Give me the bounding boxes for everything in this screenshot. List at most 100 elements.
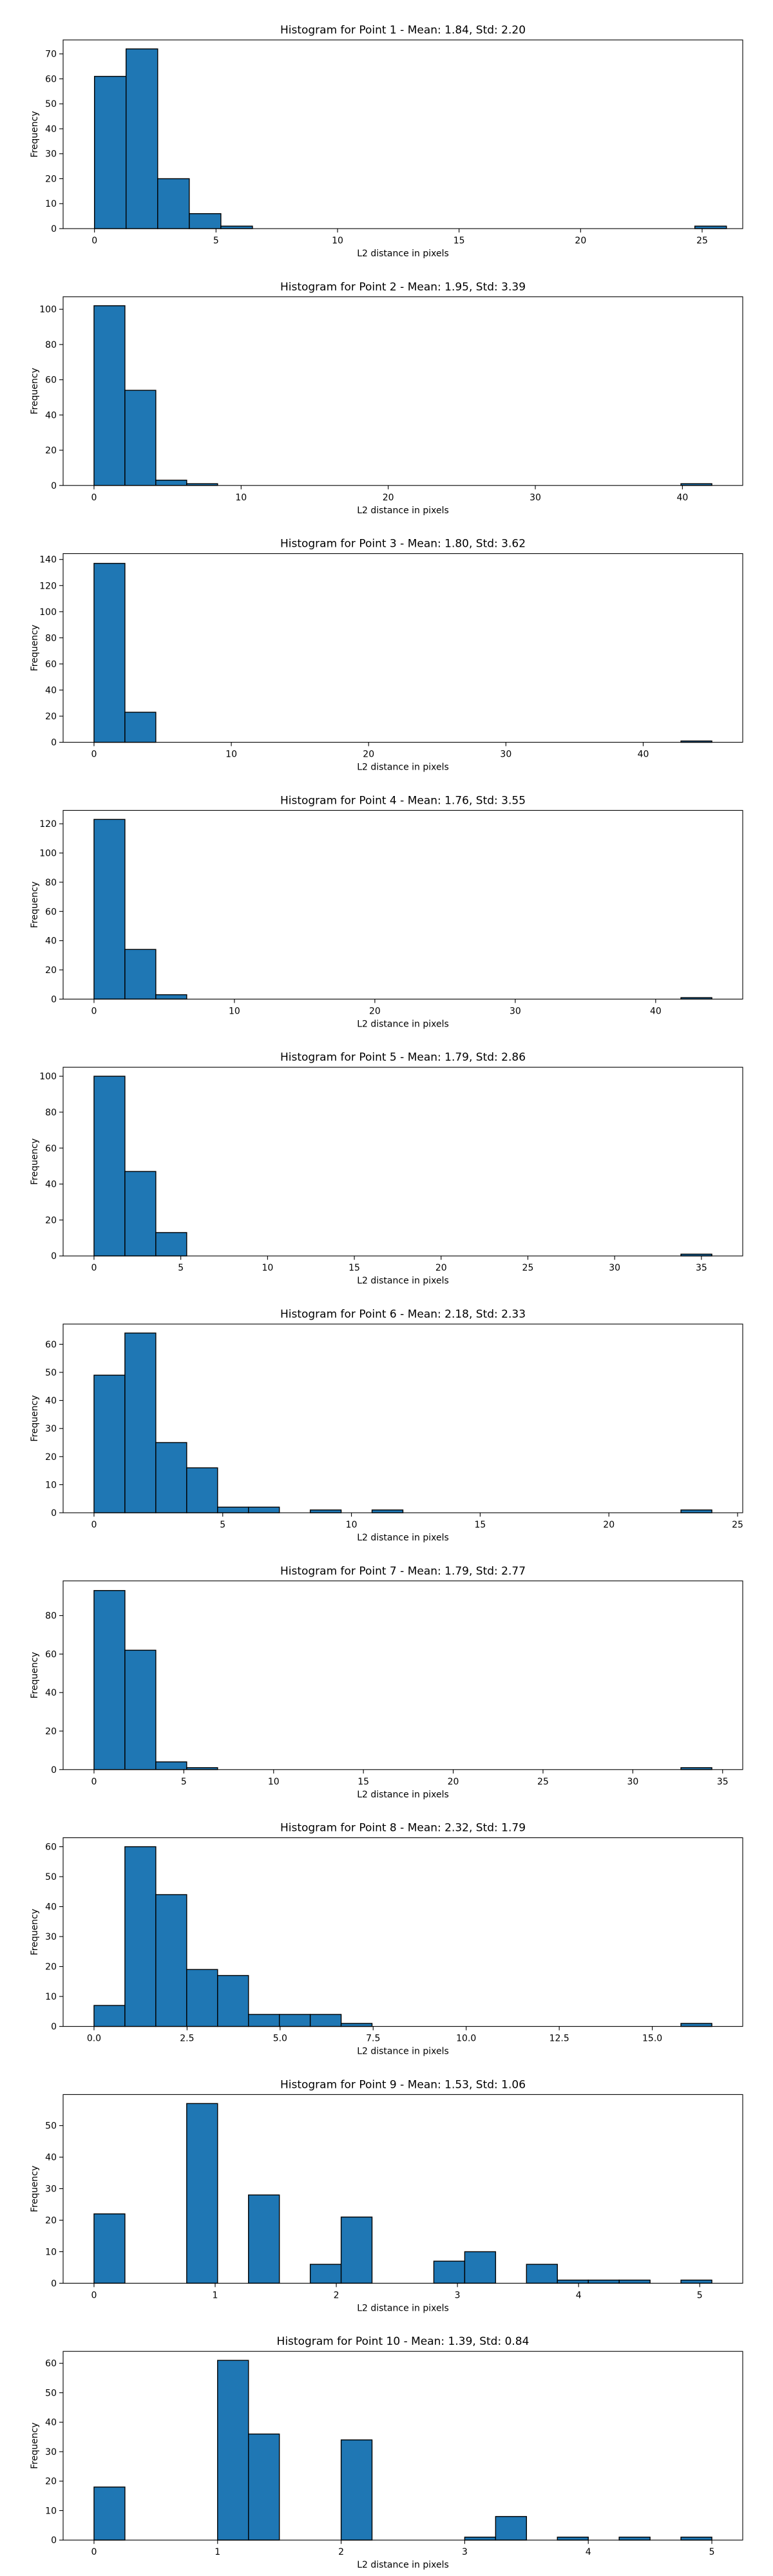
axes-frame <box>62 1837 743 2027</box>
y-tick-label: 0 <box>51 1765 57 1776</box>
histogram-panel-1: Histogram for Point 1 - Mean: 1.84, Std:… <box>30 24 743 259</box>
histogram-bar <box>220 225 253 229</box>
chart-title: Histogram for Point 2 - Mean: 1.95, Std:… <box>280 281 526 294</box>
y-tick-label: 10 <box>45 199 57 209</box>
histogram-bar <box>155 1761 187 1770</box>
x-tick-label: 25 <box>537 1777 549 1787</box>
x-tick-label: 15 <box>358 1777 369 1787</box>
x-tick-label: 35 <box>717 1777 729 1787</box>
x-tick-label: 4 <box>576 2290 582 2300</box>
x-tick-label: 35 <box>696 1263 707 1273</box>
y-tick-label: 60 <box>45 1649 57 1660</box>
x-tick-label: 5 <box>220 1520 225 1530</box>
x-tick-label: 4 <box>586 2547 591 2557</box>
histogram-bar <box>526 2264 558 2284</box>
histogram-bar <box>155 479 187 486</box>
y-tick-label: 30 <box>45 2447 57 2458</box>
x-axis-label: L2 distance in pixels <box>357 762 449 773</box>
histogram-bar <box>186 1467 218 1513</box>
x-tick-label: 30 <box>500 750 511 760</box>
chart-title: Histogram for Point 6 - Mean: 2.18, Std:… <box>280 1308 526 1321</box>
x-axis-label: L2 distance in pixels <box>357 1533 449 1543</box>
histogram-bar <box>248 2433 280 2541</box>
y-tick-label: 50 <box>45 99 57 109</box>
x-tick-label: 20 <box>383 493 394 503</box>
histogram-bar <box>186 1969 218 2027</box>
histogram-bar <box>557 2536 589 2541</box>
x-tick-label: 0 <box>91 750 97 760</box>
histogram-bar <box>126 48 158 229</box>
x-tick-label: 0 <box>91 1777 97 1787</box>
y-tick-label: 40 <box>45 685 57 696</box>
histogram-bar <box>340 2439 373 2541</box>
x-tick-label: 1 <box>213 2290 218 2300</box>
x-tick-label: 40 <box>676 493 688 503</box>
y-tick-label: 40 <box>45 1180 57 1190</box>
x-tick-label: 10 <box>262 1263 273 1273</box>
x-tick-label: 5 <box>697 2290 703 2300</box>
axes-frame <box>62 2094 743 2284</box>
y-tick-label: 20 <box>45 2215 57 2226</box>
y-tick-label: 50 <box>45 2388 57 2398</box>
axes-frame <box>62 810 743 999</box>
histogram-panel-3: Histogram for Point 3 - Mean: 1.80, Std:… <box>30 538 743 773</box>
y-tick-label: 50 <box>45 2121 57 2132</box>
y-tick-label: 100 <box>39 607 57 618</box>
chart-title: Histogram for Point 8 - Mean: 2.32, Std:… <box>280 1822 526 1835</box>
histogram-bar <box>340 2023 373 2027</box>
y-tick-label: 10 <box>45 1480 57 1490</box>
y-tick-label: 40 <box>45 1396 57 1406</box>
x-tick-label: 10 <box>268 1777 280 1787</box>
histogram-bar <box>248 2014 280 2027</box>
y-tick-label: 60 <box>45 2359 57 2369</box>
y-tick-label: 100 <box>39 305 57 315</box>
y-tick-label: 60 <box>45 375 57 386</box>
chart-title: Histogram for Point 10 - Mean: 1.39, Std… <box>277 2335 530 2348</box>
x-tick-label: 25 <box>732 1520 743 1530</box>
y-tick-label: 30 <box>45 149 57 160</box>
y-tick-label: 10 <box>45 2247 57 2257</box>
y-tick-label: 0 <box>51 2022 57 2032</box>
x-axis-label: L2 distance in pixels <box>357 2303 449 2313</box>
y-tick-label: 20 <box>45 1452 57 1463</box>
histogram-bar <box>93 1075 126 1256</box>
histogram-bar <box>248 2194 280 2284</box>
y-tick-label: 20 <box>45 2477 57 2487</box>
x-axis-label: L2 distance in pixels <box>357 249 449 259</box>
y-axis-label: Frequency <box>30 1652 40 1698</box>
y-axis-label: Frequency <box>30 1395 40 1441</box>
y-tick-label: 120 <box>39 819 57 829</box>
histogram-bar <box>217 2360 249 2541</box>
axes-frame <box>62 1066 743 1256</box>
y-tick-label: 20 <box>45 446 57 456</box>
x-tick-label: 40 <box>650 1006 662 1016</box>
y-tick-label: 40 <box>45 124 57 135</box>
histogram-panel-7: Histogram for Point 7 - Mean: 1.79, Std:… <box>30 1565 743 1800</box>
axes-frame <box>62 296 743 486</box>
chart-title: Histogram for Point 7 - Mean: 1.79, Std:… <box>280 1565 526 1578</box>
axes-frame <box>62 39 743 229</box>
x-tick-label: 0 <box>91 236 97 246</box>
y-tick-label: 40 <box>45 936 57 947</box>
x-tick-label: 12.5 <box>549 2034 569 2044</box>
histogram-bar <box>93 2486 126 2541</box>
x-tick-label: 5.0 <box>273 2034 287 2044</box>
x-tick-label: 20 <box>448 1777 459 1787</box>
x-tick-label: 30 <box>627 1777 638 1787</box>
y-tick-label: 100 <box>39 1072 57 1082</box>
y-tick-label: 20 <box>45 174 57 184</box>
x-tick-label: 20 <box>603 1520 615 1530</box>
y-tick-label: 60 <box>45 1340 57 1350</box>
x-tick-label: 10 <box>346 1520 358 1530</box>
x-tick-label: 5 <box>709 2547 715 2557</box>
x-tick-label: 10 <box>332 236 343 246</box>
histogram-bar <box>124 712 157 743</box>
histogram-bar <box>155 1894 187 2027</box>
y-tick-label: 0 <box>51 994 57 1005</box>
y-tick-label: 40 <box>45 1902 57 1913</box>
histogram-bar <box>186 2103 218 2284</box>
x-axis-label: L2 distance in pixels <box>357 1019 449 1029</box>
x-tick-label: 0 <box>91 2547 97 2557</box>
histogram-bar <box>278 2014 311 2027</box>
